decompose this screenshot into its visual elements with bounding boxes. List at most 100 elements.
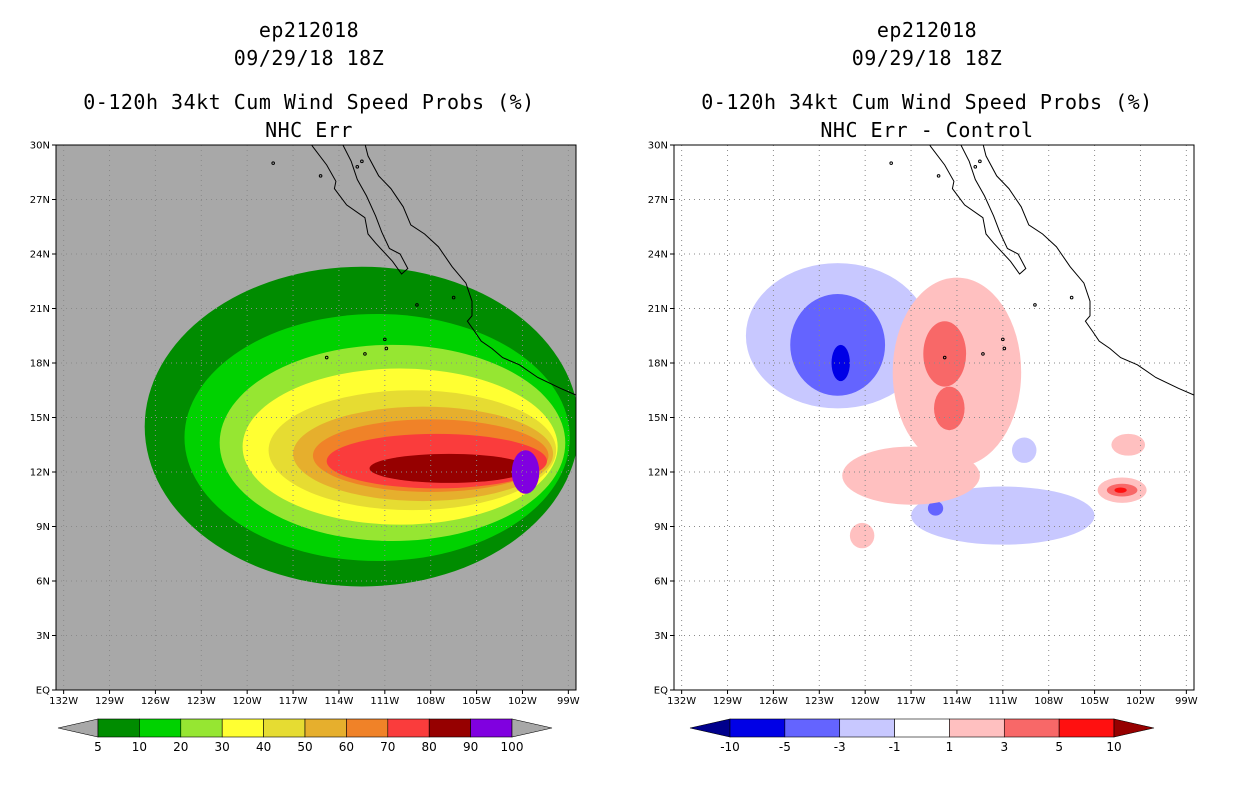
colorbar-label: 60 <box>339 740 354 754</box>
contour-level-1-9 <box>1111 433 1146 456</box>
x-tick-label: 99W <box>557 696 580 707</box>
colorbar-segment-5 <box>304 718 347 738</box>
y-tick-label: 15N <box>648 413 668 424</box>
colorbar-label: 100 <box>501 740 524 754</box>
y-tick-label: 6N <box>36 577 50 588</box>
y-tick-label: EQ <box>654 686 668 697</box>
coastline-baja <box>311 145 409 275</box>
colorbar-label: 1 <box>946 740 954 754</box>
x-tick-label: 123W <box>805 696 834 707</box>
island-1 <box>363 352 367 356</box>
island-2 <box>383 337 387 342</box>
coastline-mainland <box>364 145 576 396</box>
colorbar-segment-4 <box>949 718 1005 738</box>
y-tick-label: 6N <box>654 577 668 588</box>
contour-level-80-8 <box>369 453 529 483</box>
colorbar-label: 70 <box>380 740 395 754</box>
y-tick-label: 18N <box>30 359 50 370</box>
island-8 <box>360 159 364 164</box>
coastline <box>271 145 576 396</box>
y-tick-label: 21N <box>30 304 50 315</box>
y-tick-label: 3N <box>654 631 668 642</box>
island-4 <box>451 295 456 300</box>
colorbar-segment-4 <box>263 718 306 738</box>
x-tick-label: 126W <box>759 696 788 707</box>
y-tick-label: 12N <box>648 468 668 479</box>
contour-level-3-11 <box>923 321 967 387</box>
x-tick-label: 126W <box>141 696 170 707</box>
x-tick-label: 99W <box>1175 696 1198 707</box>
colorbar-label: -3 <box>834 740 846 754</box>
colorbar-label: -5 <box>779 740 791 754</box>
y-tick-label: 27N <box>30 195 50 206</box>
colorbar-segment-1 <box>784 718 841 738</box>
island-6 <box>889 161 893 165</box>
contour-level-3-12 <box>934 386 965 431</box>
island-5 <box>415 303 419 307</box>
colorbar-segment-6 <box>1058 718 1115 738</box>
island-0 <box>384 346 389 351</box>
x-tick-label: 117W <box>279 696 308 707</box>
x-tick-label: 123W <box>187 696 216 707</box>
colorbar-segment-5 <box>1003 718 1060 738</box>
x-tick-label: 102W <box>508 696 537 707</box>
storm-id: ep212018 <box>258 18 360 42</box>
y-tick-label: EQ <box>36 686 50 697</box>
island-1 <box>981 352 985 356</box>
colorbar-label: 50 <box>297 740 312 754</box>
colorbar-segment-8 <box>428 718 471 738</box>
y-tick-label: 24N <box>648 250 668 261</box>
y-tick-label: 24N <box>30 250 50 261</box>
island-8 <box>978 159 982 164</box>
colorbar: 5 10 20 30 40 50 60 70 80 90 100 <box>57 718 553 754</box>
island-3 <box>324 355 329 360</box>
island-7 <box>936 174 941 178</box>
contour-level-1-10 <box>849 522 875 549</box>
forecast-datetime: 09/29/18 18Z <box>233 46 385 70</box>
colorbar: -10 -5 -3 -1 1 3 5 10 <box>689 718 1155 754</box>
axes: 132W 129W 126W 123W 120W 117W 114W 111W 108W 105W… <box>648 141 1198 708</box>
x-tick-label: 105W <box>462 696 491 707</box>
x-tick-label: 117W <box>897 696 926 707</box>
x-tick-label: 129W <box>713 696 742 707</box>
island-6 <box>271 161 275 165</box>
colorbar-segment-0 <box>729 718 786 738</box>
colorbar-extend-low <box>57 718 99 738</box>
x-tick-label: 108W <box>1034 696 1063 707</box>
storm-id: ep212018 <box>876 18 978 42</box>
axes: 132W 129W 126W 123W 120W 117W 114W 111W 108W 105W… <box>30 141 580 708</box>
contour-layer <box>144 266 576 587</box>
colorbar-extend-high <box>1113 718 1155 738</box>
colorbar-segment-3 <box>894 718 950 738</box>
island-5 <box>1033 303 1037 307</box>
colorbar-label: 90 <box>463 740 478 754</box>
x-tick-label: 129W <box>95 696 124 707</box>
colorbar-segment-3 <box>221 718 264 738</box>
island-0 <box>1002 346 1007 351</box>
coastline-mainland <box>982 145 1194 396</box>
y-tick-label: 21N <box>648 304 668 315</box>
y-tick-label: 9N <box>36 522 50 533</box>
island-4 <box>1069 295 1074 300</box>
island-9 <box>355 165 360 169</box>
difference-map: 132W 129W 126W 123W 120W 117W 114W 111W 108W 105W… <box>648 141 1198 755</box>
x-tick-label: 132W <box>667 696 696 707</box>
colorbar-label: 3 <box>1000 740 1008 754</box>
colorbar-label: 30 <box>215 740 230 754</box>
coastline <box>889 145 1194 396</box>
x-tick-label: 114W <box>324 696 353 707</box>
island-2 <box>1001 337 1005 342</box>
y-tick-label: 27N <box>648 195 668 206</box>
y-tick-label: 3N <box>36 631 50 642</box>
colorbar-label: -1 <box>889 740 901 754</box>
probability-map: 132W 129W 126W 123W 120W 117W 114W 111W 108W 105W… <box>30 141 580 755</box>
y-tick-label: 9N <box>654 522 668 533</box>
colorbar-segment-7 <box>387 718 430 738</box>
chart-title: 0-120h 34kt Cum Wind Speed Probs (%) <box>83 90 535 114</box>
colorbar-segment-6 <box>346 718 389 738</box>
island-3 <box>942 355 947 360</box>
chart-subtitle: NHC Err - Control <box>820 118 1034 142</box>
x-tick-label: 114W <box>942 696 971 707</box>
contour-level--3-1 <box>790 293 886 396</box>
chart-subtitle: NHC Err <box>265 118 353 142</box>
